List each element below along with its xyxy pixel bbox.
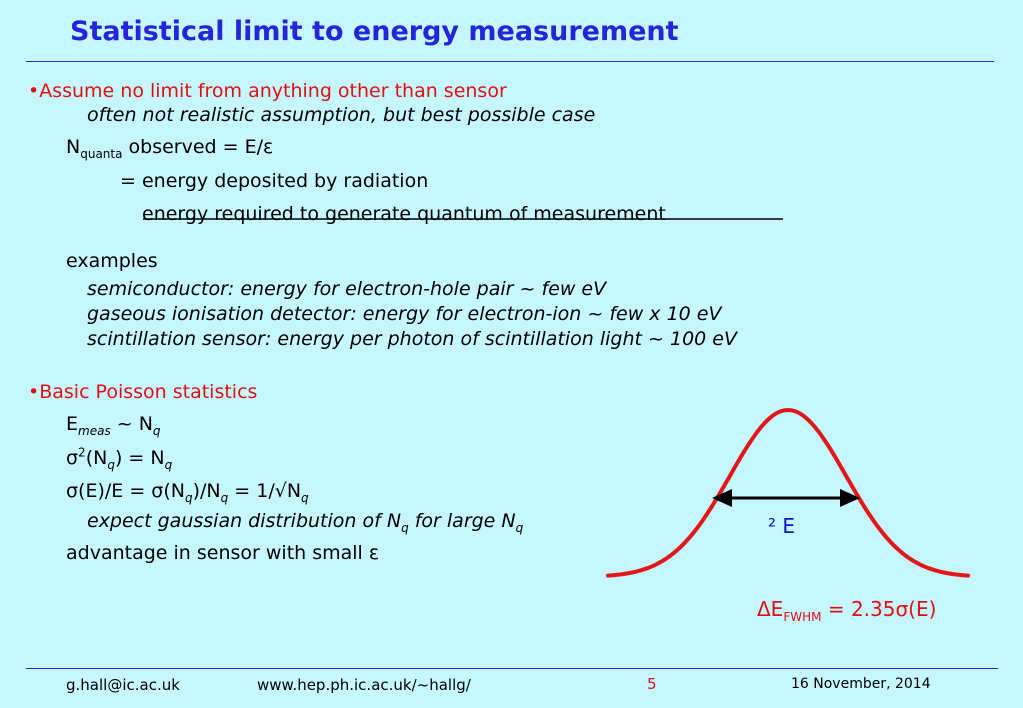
arrow-head-left-icon (712, 489, 732, 507)
fwhm-value: = 2.35σ(E) (821, 597, 937, 621)
arrow-head-right-icon (840, 489, 860, 507)
q-subscript: q (515, 520, 524, 535)
fwhm-formula: ΔEFWHM = 2.35σ(E) (757, 597, 937, 624)
poisson-line-4: expect gaussian distribution of Nq for l… (87, 510, 524, 535)
fwhm-subscript: FWHM (783, 610, 822, 624)
q-subscript: q (184, 490, 193, 505)
n-symbol: N (66, 136, 81, 158)
square-superscript: 2 (78, 445, 86, 460)
tilde-n: ~ N (110, 413, 153, 435)
equation-numerator: = energy deposited by radiation (120, 170, 429, 192)
n-quanta-line: Nquanta observed = E/ε (66, 136, 274, 161)
footer-email: g.hall@ic.ac.uk (66, 676, 180, 694)
examples-label: examples (66, 250, 158, 272)
q-subscript: q (164, 457, 173, 472)
width-label: ² E (768, 514, 796, 538)
footer-divider (26, 668, 998, 669)
e-symbol: E (66, 413, 79, 435)
sigma-ratio: σ(E)/E = σ(N (66, 480, 185, 502)
sigma-symbol: σ (66, 447, 79, 469)
meas-subscript: meas (78, 423, 111, 438)
q-subscript: q (220, 490, 229, 505)
gaussian-curve (606, 407, 970, 578)
q-subscript: q (107, 457, 115, 472)
title-divider (26, 61, 994, 62)
bullet-poisson: •Basic Poisson statistics (28, 381, 258, 403)
poisson-line-3: σ(E)/E = σ(Nq)/Nq = 1/√Nq (66, 480, 309, 505)
example-gaseous: gaseous ionisation detector: energy for … (87, 303, 722, 325)
n-observed-text: observed = E/ε (122, 136, 274, 158)
bullet-assume: •Assume no limit from anything other tha… (28, 80, 507, 102)
gaussian-text: expect gaussian distribution of N (87, 510, 402, 532)
footer-date: 16 November, 2014 (791, 676, 931, 692)
example-scintillation: scintillation sensor: energy per photon … (87, 328, 737, 350)
footer-url: www.hep.ph.ic.ac.uk/~hallg/ (257, 676, 471, 694)
delta-e: ΔE (757, 597, 784, 621)
paren-n: (N (85, 447, 108, 469)
equals-n: ) = N (114, 447, 165, 469)
q-subscript: q (401, 520, 409, 535)
poisson-line-2: σ2(Nq) = Nq (66, 445, 173, 472)
large-n-text: for large N (408, 510, 516, 532)
q-subscript: q (152, 423, 161, 438)
one-over-root-n: = 1/√N (228, 480, 302, 502)
poisson-line-1: Emeas ~ Nq (66, 413, 161, 438)
assumption-note: often not realistic assumption, but best… (87, 104, 596, 126)
page-number: 5 (647, 675, 657, 693)
example-semiconductor: semiconductor: energy for electron-hole … (87, 278, 607, 300)
q-subscript: q (301, 490, 309, 505)
over-n: )/N (192, 480, 221, 502)
page-title: Statistical limit to energy measurement (70, 16, 679, 47)
poisson-line-5: advantage in sensor with small ε (66, 542, 380, 564)
n-subscript: quanta (80, 146, 123, 161)
